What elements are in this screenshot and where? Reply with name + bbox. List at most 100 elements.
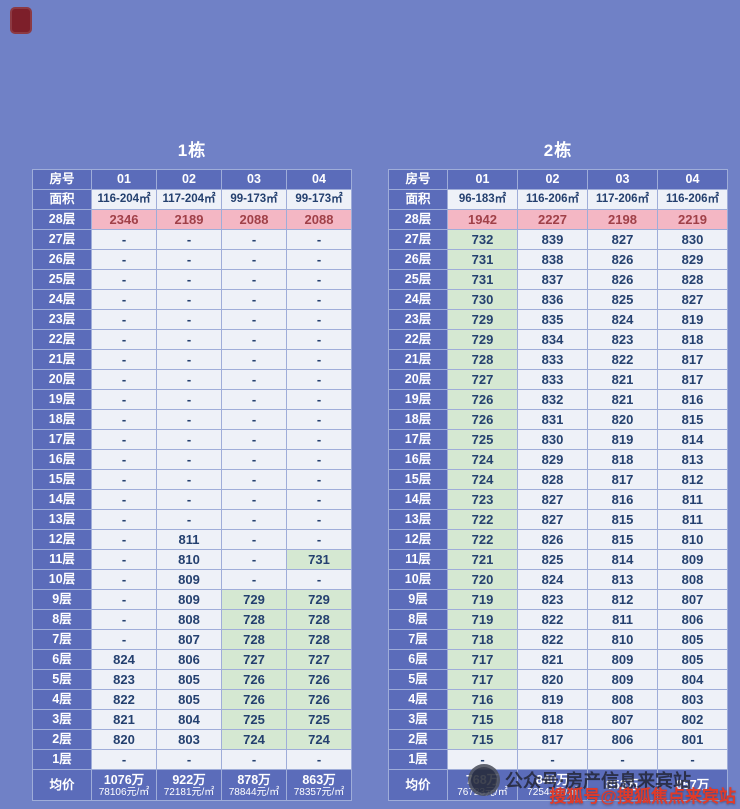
floor-label: 18层 xyxy=(388,409,448,430)
floor-label: 6层 xyxy=(32,649,92,670)
price-cell: 824 xyxy=(91,649,157,670)
price-cell: 728 xyxy=(221,609,287,630)
price-cell: 806 xyxy=(156,649,222,670)
price-cell: 811 xyxy=(657,509,728,530)
area-label: 面积 xyxy=(388,189,448,210)
price-cell: 731 xyxy=(447,249,518,270)
avg-total-price: 1076万 xyxy=(103,772,145,787)
price-cell: 732 xyxy=(447,229,518,250)
table-row: 19层 - - - - xyxy=(32,389,352,410)
table-row: 18层 726 831 820 815 xyxy=(388,409,728,430)
avg-price-label: 均价 xyxy=(388,769,448,801)
floor-label: 17层 xyxy=(388,429,448,450)
price-cell: 722 xyxy=(447,529,518,550)
price-cell: - xyxy=(156,269,222,290)
price-cell: 729 xyxy=(286,589,352,610)
top-floor-price-cell: 2227 xyxy=(517,209,588,230)
price-cell: 729 xyxy=(221,589,287,610)
table-row: 6层 717 821 809 805 xyxy=(388,649,728,670)
price-cell: 824 xyxy=(517,569,588,590)
table-row: 15层 724 828 817 812 xyxy=(388,469,728,490)
table-row: 10层 -809- - xyxy=(32,569,352,590)
floor-label: 20层 xyxy=(32,369,92,390)
table-row: 16层 - - - - xyxy=(32,449,352,470)
building-1-title: 1栋 xyxy=(177,141,207,160)
price-cell: 823 xyxy=(587,329,658,350)
price-cell: - xyxy=(156,289,222,310)
area-cell: 96-183㎡ xyxy=(447,189,518,210)
top-floor-price-cell: 2189 xyxy=(156,209,222,230)
price-cell: 806 xyxy=(587,729,658,750)
price-cell: 812 xyxy=(587,589,658,610)
price-cell: 839 xyxy=(517,229,588,250)
price-cell: 810 xyxy=(657,529,728,550)
price-cell: 730 xyxy=(447,289,518,310)
floor-label: 1层 xyxy=(32,749,92,770)
price-cell: - xyxy=(286,409,352,430)
price-cell: 720 xyxy=(447,569,518,590)
price-cell: 809 xyxy=(587,649,658,670)
floor-label: 3层 xyxy=(32,709,92,730)
top-floor-price-cell: 2088 xyxy=(286,209,352,230)
price-cell: 809 xyxy=(156,589,222,610)
floor-label: 7层 xyxy=(388,629,448,650)
floor-label: 18层 xyxy=(32,409,92,430)
table-row: 21层 - - - - xyxy=(32,349,352,370)
top-floor-price-cell: 2198 xyxy=(587,209,658,230)
floor-label: 28层 xyxy=(388,209,448,230)
price-cell: - xyxy=(221,429,287,450)
price-cell: 727 xyxy=(286,649,352,670)
price-cell: 715 xyxy=(447,729,518,750)
price-cell: 811 xyxy=(156,529,222,550)
price-cell: 830 xyxy=(517,429,588,450)
price-cell: 811 xyxy=(587,609,658,630)
price-cell: - xyxy=(517,749,588,770)
price-cell: - xyxy=(156,249,222,270)
price-cell: 833 xyxy=(517,369,588,390)
avg-price-cell: 1076万 78106元/㎡ xyxy=(91,769,157,801)
floor-label: 16层 xyxy=(32,449,92,470)
price-cell: 820 xyxy=(587,409,658,430)
floor-label: 28层 xyxy=(32,209,92,230)
price-cell: 808 xyxy=(657,569,728,590)
price-cell: - xyxy=(91,249,157,270)
area-cell: 116-206㎡ xyxy=(657,189,728,210)
table-row: 13层 - - - - xyxy=(32,509,352,530)
price-cell: 729 xyxy=(447,309,518,330)
price-cell: 829 xyxy=(517,449,588,470)
table-row: 24层 - - - - xyxy=(32,289,352,310)
price-cell: - xyxy=(91,609,157,630)
floor-label: 21层 xyxy=(388,349,448,370)
price-cell: 827 xyxy=(657,289,728,310)
table-row: 9层 -809 729 729 xyxy=(32,589,352,610)
floor-label: 5层 xyxy=(388,669,448,690)
price-cell: - xyxy=(156,329,222,350)
floor-label: 21层 xyxy=(32,349,92,370)
price-cell: 724 xyxy=(221,729,287,750)
price-cell: - xyxy=(221,749,287,770)
price-cell: 724 xyxy=(447,449,518,470)
avg-total-price: 840万 xyxy=(535,772,570,787)
price-cell: 807 xyxy=(587,709,658,730)
price-cell: 804 xyxy=(657,669,728,690)
price-cell: - xyxy=(91,269,157,290)
price-cell: 731 xyxy=(447,269,518,290)
price-cell: - xyxy=(221,329,287,350)
price-cell: 818 xyxy=(657,329,728,350)
price-cell: - xyxy=(156,449,222,470)
area-cell: 116-206㎡ xyxy=(517,189,588,210)
building-1-section: 1栋 房号 01 02 03 04 面积 116-204㎡ 117-204㎡ 99-173㎡ 99… xyxy=(32,136,352,801)
floor-label: 22层 xyxy=(388,329,448,350)
price-cell: 820 xyxy=(91,729,157,750)
floor-label: 3层 xyxy=(388,709,448,730)
floor-label: 16层 xyxy=(388,449,448,470)
price-cell: 826 xyxy=(587,249,658,270)
column-header: 03 xyxy=(587,169,658,190)
price-cell: 809 xyxy=(587,669,658,690)
room-number-label: 房号 xyxy=(32,169,92,190)
price-cell: - xyxy=(91,469,157,490)
price-cell: 805 xyxy=(657,629,728,650)
price-cell: 826 xyxy=(517,529,588,550)
table-row: 24层 730 836 825 827 xyxy=(388,289,728,310)
table-row: 23层 - - - - xyxy=(32,309,352,330)
